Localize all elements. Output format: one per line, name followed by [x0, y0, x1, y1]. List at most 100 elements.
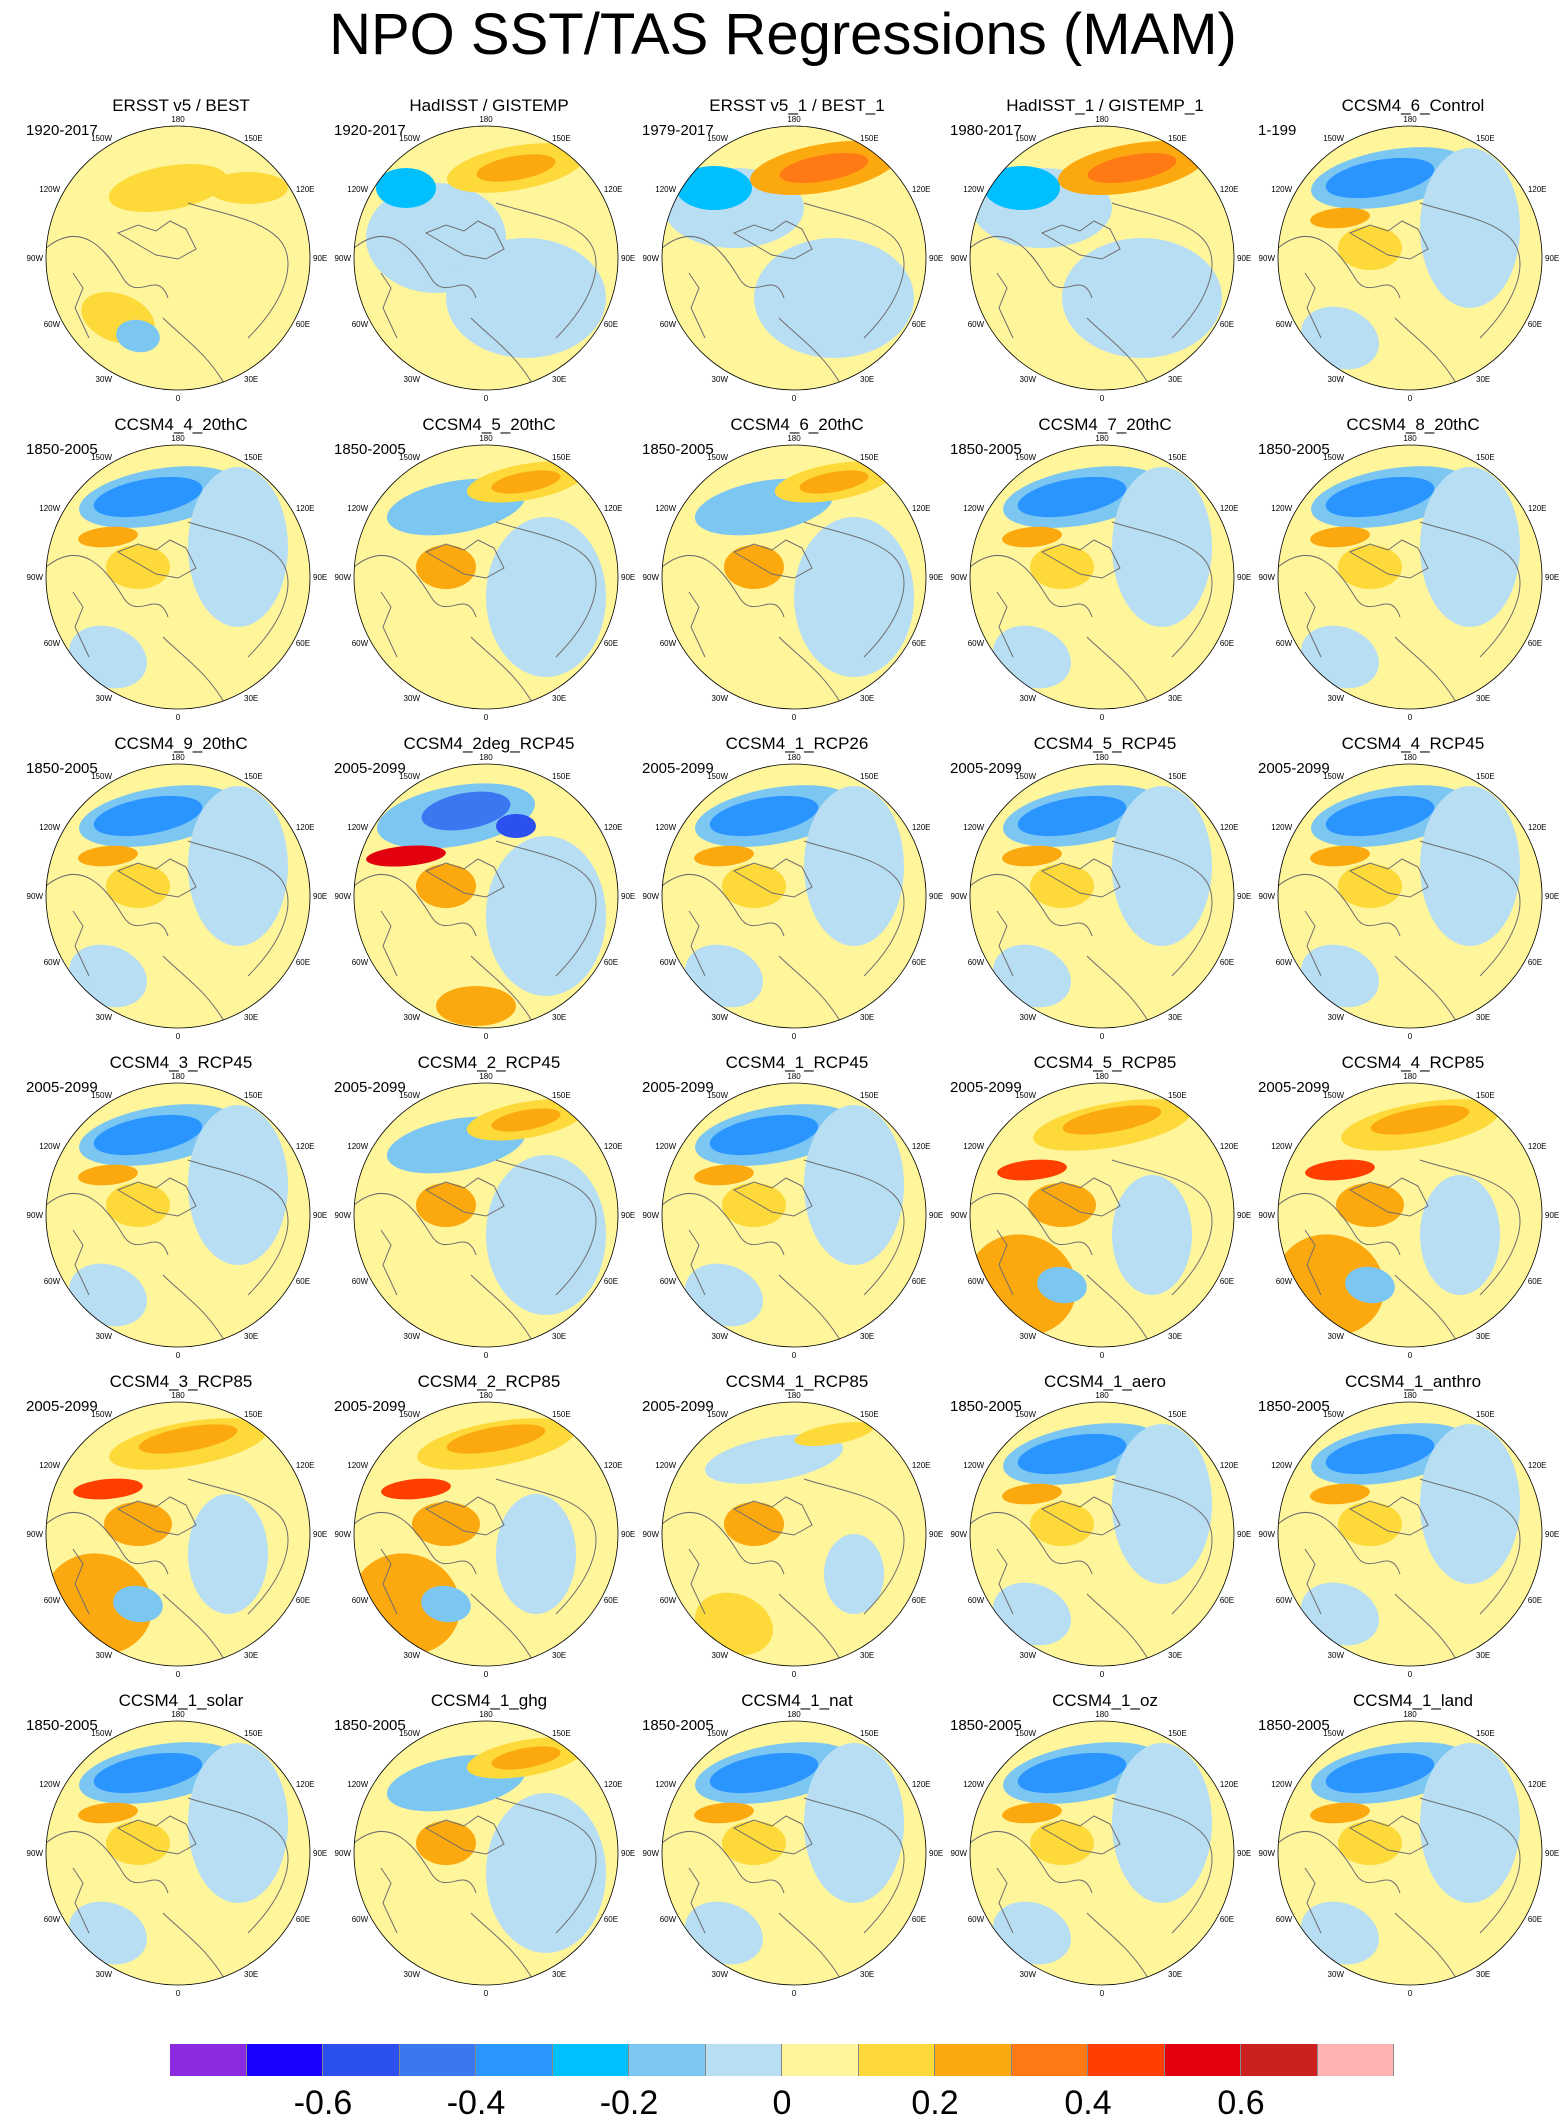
coastline	[970, 840, 1213, 1028]
colorbar-tick-label: 0.4	[1064, 2084, 1112, 2122]
polar-map: 180 150W 150E 120W 120E 90W 90E 60W 60E 30W 30E 0	[643, 1072, 944, 1360]
longitude-label: 90W	[951, 254, 968, 263]
anomaly-region	[724, 545, 784, 589]
map-boundary	[1277, 1720, 1543, 1986]
longitude-label: 90E	[313, 573, 327, 582]
coastline	[46, 1159, 289, 1347]
longitude-label: 150E	[552, 1410, 571, 1419]
map-panel: 180 150W 150E 120W 120E 90W 90E 60W 60E 30W 30E 0 CC…	[1258, 1691, 1566, 2011]
anomaly-region	[1301, 625, 1379, 689]
longitude-label: 60E	[296, 1915, 310, 1924]
anomaly-region	[1338, 864, 1402, 908]
longitude-label: 90W	[27, 892, 44, 901]
panel-period: 1850-2005	[1258, 1717, 1330, 1734]
longitude-label: 120W	[1271, 1780, 1292, 1789]
anomaly-region	[106, 1183, 170, 1227]
polar-map: 180 150W 150E 120W 120E 90W 90E 60W 60E 30W 30E 0	[643, 1710, 944, 1998]
longitude-label: 90E	[621, 1211, 635, 1220]
longitude-label: 0	[484, 394, 489, 403]
longitude-label: 60E	[1220, 1915, 1234, 1924]
longitude-label: 90E	[1545, 892, 1559, 901]
longitude-label: 150W	[91, 134, 112, 143]
polar-map: 180 150W 150E 120W 120E 90W 90E 60W 60E 30W 30E 0	[335, 434, 636, 722]
longitude-label: 150W	[1015, 772, 1036, 781]
panel-title: CCSM4_1_RCP85	[725, 1372, 869, 1391]
longitude-label: 60E	[296, 1596, 310, 1605]
longitude-label: 30E	[1168, 1970, 1182, 1979]
longitude-label: 60W	[44, 1915, 61, 1924]
longitude-label: 150W	[399, 134, 420, 143]
anomaly-region	[416, 1183, 476, 1227]
polar-map: 180 150W 150E 120W 120E 90W 90E 60W 60E 30W 30E 0	[1259, 1710, 1560, 1998]
map-boundary	[969, 763, 1235, 1029]
anomaly-region	[1325, 1752, 1435, 1794]
longitude-label: 60W	[1276, 1277, 1293, 1286]
longitude-label: 150E	[1168, 1410, 1187, 1419]
longitude-label: 180	[1095, 115, 1109, 124]
anomaly-region	[1017, 476, 1127, 518]
anomaly-region	[113, 1585, 163, 1623]
map-boundary	[45, 125, 311, 391]
anomaly-region	[1325, 1433, 1435, 1475]
longitude-label: 0	[1100, 394, 1105, 403]
longitude-label: 60W	[1276, 958, 1293, 967]
anomaly-region	[486, 1793, 606, 1953]
longitude-label: 30E	[244, 694, 258, 703]
anomaly-region	[676, 166, 752, 210]
longitude-label: 60W	[44, 958, 61, 967]
longitude-label: 150E	[244, 453, 263, 462]
longitude-label: 150E	[860, 134, 879, 143]
anomaly-region	[993, 625, 1071, 689]
anomaly-region	[722, 864, 786, 908]
longitude-label: 120W	[347, 185, 368, 194]
longitude-label: 30E	[244, 1013, 258, 1022]
longitude-label: 60W	[660, 1915, 677, 1924]
longitude-label: 60W	[1276, 1915, 1293, 1924]
longitude-label: 120W	[1271, 504, 1292, 513]
anomaly-region	[78, 1164, 138, 1186]
longitude-label: 180	[1095, 1072, 1109, 1081]
longitude-label: 90E	[1237, 1849, 1251, 1858]
panel-period: 2005-2099	[334, 1079, 406, 1096]
anomaly-region	[208, 172, 288, 204]
longitude-label: 30E	[244, 375, 258, 384]
longitude-label: 120W	[39, 185, 60, 194]
longitude-label: 120W	[963, 823, 984, 832]
anomaly-region	[709, 1114, 819, 1156]
longitude-label: 120E	[1220, 185, 1239, 194]
longitude-label: 90E	[929, 1211, 943, 1220]
anomaly-region	[1310, 526, 1370, 548]
anomaly-region	[1338, 1821, 1402, 1865]
panel-title: CCSM4_1_anthro	[1344, 1372, 1482, 1391]
anomaly-region	[138, 1424, 238, 1454]
longitude-label: 180	[1403, 753, 1417, 762]
coastline	[354, 521, 597, 709]
longitude-label: 120W	[1271, 185, 1292, 194]
panel-period: 1920-2017	[334, 122, 406, 139]
longitude-label: 90W	[643, 892, 660, 901]
longitude-label: 30W	[712, 1332, 729, 1341]
longitude-label: 0	[484, 713, 489, 722]
panel-title: CCSM4_6_20thC	[730, 415, 864, 434]
map-boundary	[969, 1082, 1235, 1348]
longitude-label: 120W	[39, 1780, 60, 1789]
longitude-label: 30W	[96, 1970, 113, 1979]
longitude-label: 120E	[604, 504, 623, 513]
longitude-label: 0	[484, 1351, 489, 1360]
longitude-label: 120E	[1220, 504, 1239, 513]
colorbar-swatch	[629, 2044, 706, 2076]
longitude-label: 30W	[712, 1651, 729, 1660]
longitude-label: 30W	[712, 694, 729, 703]
longitude-label: 30W	[1328, 375, 1345, 384]
longitude-label: 120W	[347, 504, 368, 513]
anomaly-region	[1310, 207, 1370, 229]
longitude-label: 0	[1408, 713, 1413, 722]
anomaly-region	[1017, 1433, 1127, 1475]
longitude-label: 90E	[1237, 1211, 1251, 1220]
longitude-label: 120E	[912, 1780, 931, 1789]
anomaly-region	[685, 1263, 763, 1327]
colorbar-swatch	[170, 2044, 247, 2076]
anomaly-region	[1112, 1743, 1212, 1903]
longitude-label: 60E	[296, 639, 310, 648]
map-panel: 180 150W 150E 120W 120E 90W 90E 60W 60E 30W 30E 0 CC…	[1258, 1053, 1566, 1373]
